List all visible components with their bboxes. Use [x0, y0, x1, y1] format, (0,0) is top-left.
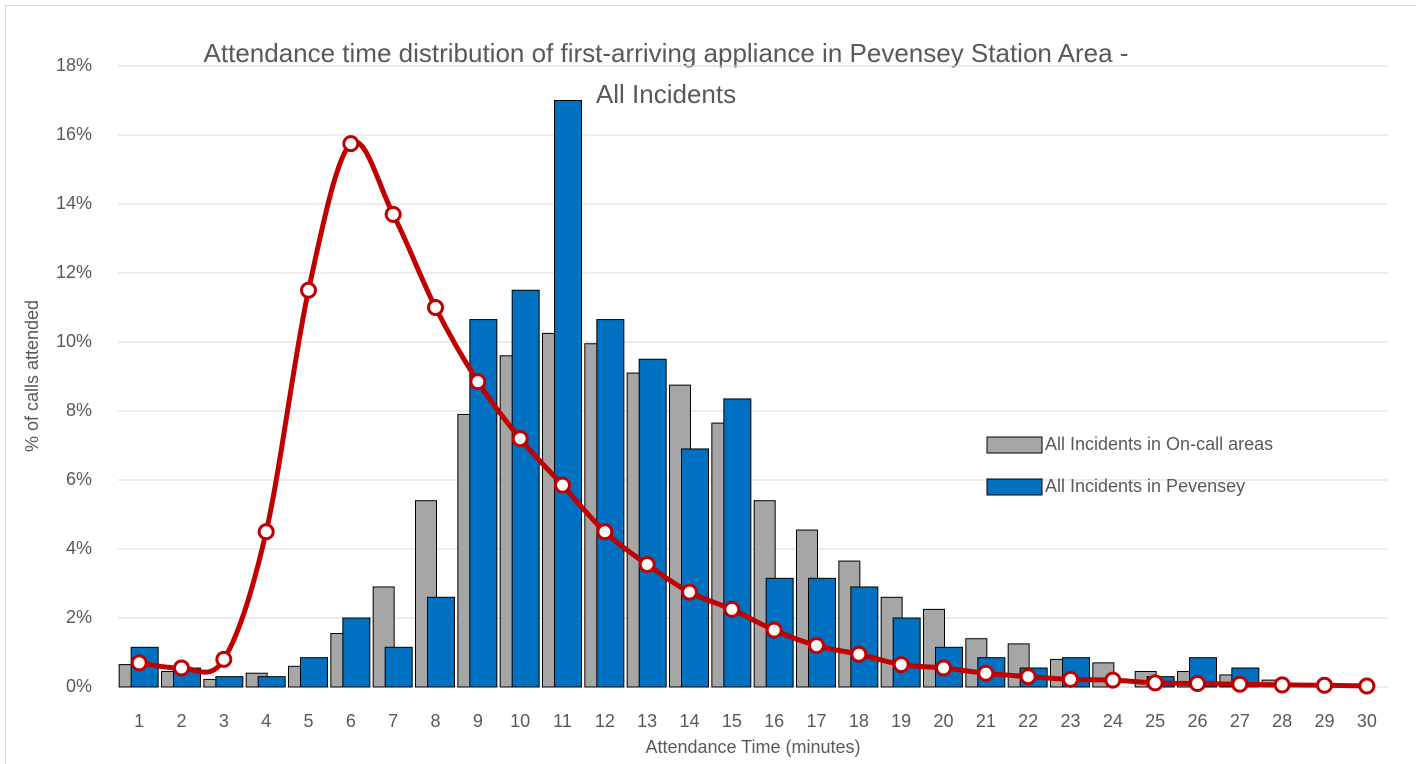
line-marker: [554, 476, 571, 494]
line-marker: [765, 621, 783, 639]
line-marker: [1189, 675, 1206, 693]
line-marker: [935, 659, 952, 677]
x-tick-label: 22: [1018, 711, 1038, 731]
y-tick-label: 2%: [66, 607, 92, 627]
y-tick-label: 16%: [56, 124, 92, 144]
line-marker: [638, 556, 656, 574]
bar: [681, 448, 709, 688]
y-tick-label: 0%: [66, 676, 92, 696]
x-axis-label: Attendance Time (minutes): [645, 737, 860, 757]
line-marker: [1019, 668, 1037, 686]
x-tick-label: 30: [1357, 711, 1377, 731]
line-marker: [723, 600, 741, 618]
legend-swatch: [986, 436, 1043, 454]
bar: [427, 596, 455, 688]
bar: [596, 319, 625, 688]
y-tick-label: 14%: [56, 193, 92, 213]
line-marker: [1062, 670, 1079, 688]
x-tick-label: 20: [933, 711, 953, 731]
line-marker: [596, 523, 614, 541]
bar: [384, 646, 413, 688]
line-marker: [130, 654, 148, 672]
x-tick-label: 23: [1060, 711, 1080, 731]
x-tick-label: 12: [595, 711, 615, 731]
bar: [342, 617, 371, 688]
line-marker: [511, 430, 529, 448]
bar: [511, 289, 540, 688]
x-tick-label: 21: [976, 711, 996, 731]
x-tick-label: 24: [1103, 711, 1123, 731]
y-axis-label: % of calls attended: [22, 300, 42, 452]
bar: [300, 657, 328, 688]
line-marker: [681, 583, 698, 601]
x-tick-label: 15: [722, 711, 742, 731]
bar: [892, 617, 921, 688]
x-tick-label: 14: [679, 711, 699, 731]
line-marker: [427, 299, 444, 316]
x-tick-label: 7: [388, 711, 398, 731]
line-marker: [1273, 676, 1291, 694]
line-marker: [384, 205, 402, 223]
bar: [215, 676, 244, 688]
x-tick-label: 3: [219, 711, 229, 731]
y-tick-label: 12%: [56, 262, 92, 282]
y-tick-label: 8%: [66, 400, 92, 420]
line-marker: [1316, 676, 1333, 694]
bar: [850, 586, 879, 688]
line: [138, 139, 1367, 689]
line-marker: [977, 664, 995, 682]
line-marker: [808, 637, 825, 655]
x-tick-label: 2: [176, 711, 186, 731]
y-tick-label: 6%: [66, 469, 92, 489]
bar: [554, 100, 582, 688]
bar: [723, 398, 752, 688]
x-tick-label: 5: [303, 711, 313, 731]
line-marker: [1146, 674, 1164, 692]
x-tick-label: 29: [1314, 711, 1334, 731]
x-tick-label: 11: [553, 711, 572, 731]
x-tick-label: 9: [473, 711, 483, 731]
line-marker: [215, 650, 233, 668]
line-marker: [257, 523, 275, 541]
line-marker: [342, 135, 360, 153]
x-tick-label: 25: [1145, 711, 1165, 731]
x-tick-label: 13: [637, 711, 657, 731]
legend-label: All Incidents in On-call areas: [1045, 434, 1273, 454]
x-tick-label: 8: [430, 711, 440, 731]
line-marker: [1104, 671, 1122, 689]
bar: [257, 676, 286, 688]
line-marker: [892, 656, 910, 674]
y-tick-label: 10%: [56, 331, 92, 351]
x-tick-label: 6: [346, 711, 356, 731]
bar: [808, 577, 836, 688]
x-tick-label: 28: [1272, 711, 1292, 731]
chart-title: All Incidents: [596, 79, 736, 109]
y-tick-label: 4%: [66, 538, 92, 558]
x-tick-label: 27: [1230, 711, 1250, 731]
x-tick-label: 16: [764, 711, 784, 731]
x-tick-label: 18: [849, 711, 869, 731]
line-marker: [1231, 675, 1249, 693]
legend-swatch: [986, 478, 1043, 496]
x-tick-label: 10: [510, 711, 530, 731]
bar: [638, 358, 667, 688]
line-marker: [1358, 677, 1376, 695]
line-marker: [469, 373, 487, 391]
x-tick-label: 19: [891, 711, 911, 731]
x-tick-label: 4: [261, 711, 271, 731]
chart-title: Attendance time distribution of first-ar…: [204, 38, 1129, 68]
line-marker: [300, 281, 317, 299]
chart-border: [5, 5, 1416, 764]
line-marker: [850, 645, 868, 663]
x-tick-label: 26: [1187, 711, 1207, 731]
x-tick-label: 1: [134, 711, 144, 731]
y-tick-label: 18%: [56, 55, 92, 75]
x-tick-label: 17: [806, 711, 826, 731]
line-marker: [173, 659, 190, 677]
legend-label: All Incidents in Pevensey: [1045, 476, 1245, 496]
